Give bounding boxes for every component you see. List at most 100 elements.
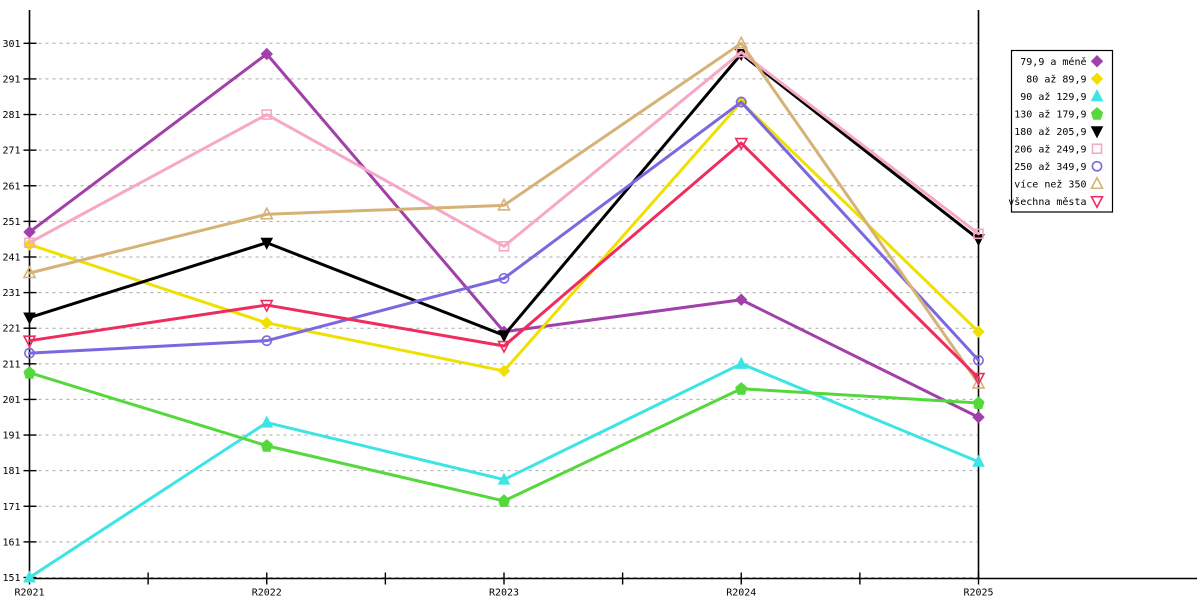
series-130 až 179,9 [23, 366, 985, 507]
series-90 až 129,9 [23, 356, 985, 583]
legend-label: 206 až 249,9 [1014, 143, 1086, 155]
diamond-filled-marker [260, 316, 273, 330]
y-tick-label: 211 [2, 359, 20, 370]
y-tick-label: 151 [2, 573, 20, 584]
triangle-down-open-marker [259, 299, 274, 313]
square-open-marker [261, 109, 273, 120]
pentagon-filled-marker [23, 366, 36, 379]
triangle-up-open-marker [971, 375, 986, 389]
series-line [28, 50, 980, 248]
legend-item: 250 až 349,9 [1014, 160, 1103, 173]
triangle-up-open-marker [22, 265, 37, 279]
legend-label: 80 až 89,9 [1026, 73, 1086, 85]
triangle-down-open-marker [734, 137, 749, 151]
legend-item: všechna města [1008, 195, 1104, 209]
x-tick-label: R2023 [489, 588, 519, 599]
legend-item: 206 až 249,9 [1014, 143, 1103, 155]
legend-item: více než 350 [1014, 176, 1104, 190]
y-tick-label: 271 [2, 146, 20, 157]
x-tick-label: R2025 [963, 588, 993, 599]
triangle-up-open-marker [497, 197, 511, 211]
series-line [28, 41, 980, 385]
series-více než 350 [22, 35, 986, 389]
circle-open-marker [1091, 160, 1103, 172]
series-180 až 205,9 [23, 48, 985, 343]
y-tick-label: 301 [2, 39, 20, 50]
legend-item: 130 až 179,9 [1014, 107, 1104, 120]
series-250 až 349,9 [24, 96, 984, 366]
pentagon-filled-marker [1090, 107, 1104, 120]
diamond-filled-marker [735, 293, 748, 306]
y-tick-label: 251 [2, 217, 20, 228]
square-open-marker [498, 240, 510, 252]
series-line [28, 141, 980, 380]
y-tick-label: 181 [2, 466, 20, 477]
legend-label: 90 až 129,9 [1020, 91, 1086, 103]
x-tick-label: R2024 [726, 588, 756, 599]
axes: 151 161 171 181 191 201 211 221 231 241 251 261 271 2… [2, 10, 1197, 599]
legend-label: více než 350 [1014, 178, 1086, 190]
triangle-down-filled-marker [260, 237, 274, 250]
circle-open-marker [973, 354, 984, 366]
triangle-up-open-marker [259, 206, 274, 220]
legend-label: 79,9 a méně [1020, 56, 1086, 68]
y-tick-label: 291 [2, 74, 20, 85]
y-tick-label: 281 [2, 110, 20, 121]
triangle-up-filled-marker [1090, 89, 1104, 102]
triangle-up-filled-marker [734, 356, 748, 369]
series-všechna města [22, 137, 986, 386]
triangle-down-open-marker [22, 335, 37, 349]
triangle-up-filled-marker [497, 472, 511, 485]
diamond-filled-marker [972, 411, 985, 424]
triangle-up-open-marker [734, 35, 749, 49]
y-tick-label: 171 [2, 502, 20, 513]
pentagon-filled-marker [497, 494, 511, 507]
legend-label: 250 až 349,9 [1014, 161, 1086, 173]
pentagon-filled-marker [260, 439, 273, 452]
triangle-down-open-marker [971, 372, 986, 386]
series-206 až 249,9 [24, 46, 984, 252]
legend-item: 79,9 a méně [1020, 55, 1104, 68]
circle-open-marker [735, 96, 747, 108]
y-tick-label: 221 [2, 324, 20, 335]
legend-item: 180 až 205,9 [1014, 126, 1104, 139]
y-tick-label: 201 [2, 395, 20, 406]
y-tick-label: 191 [2, 431, 20, 442]
legend-item: 80 až 89,9 [1026, 72, 1104, 85]
triangle-up-filled-marker [972, 454, 985, 467]
y-tick-label: 231 [2, 288, 20, 299]
diamond-filled-marker [1090, 55, 1104, 68]
series-line [28, 100, 980, 362]
triangle-down-filled-marker [23, 312, 36, 325]
circle-open-marker [261, 335, 273, 347]
legend-label: 180 až 205,9 [1014, 126, 1086, 138]
triangle-down-filled-marker [497, 330, 511, 343]
square-open-marker [24, 237, 35, 249]
triangle-up-filled-marker [23, 570, 36, 583]
pentagon-filled-marker [972, 396, 985, 409]
triangle-up-open-marker [1090, 176, 1104, 190]
x-tick-label: R2022 [252, 588, 282, 599]
y-tick-label: 241 [2, 252, 20, 263]
legend-item: 90 až 129,9 [1020, 89, 1104, 103]
diamond-filled-marker [972, 325, 985, 338]
triangle-up-filled-marker [260, 415, 274, 428]
triangle-down-filled-marker [1090, 126, 1104, 139]
y-tick-label: 261 [2, 181, 20, 192]
legend-label: všechna města [1008, 196, 1086, 208]
y-tick-label: 161 [2, 537, 20, 548]
diamond-filled-marker [260, 47, 273, 61]
pentagon-filled-marker [735, 382, 748, 395]
triangle-down-open-marker [497, 340, 511, 354]
diamond-filled-marker [497, 364, 511, 378]
diamond-filled-marker [1090, 72, 1104, 85]
circle-open-marker [498, 272, 510, 284]
triangle-down-open-marker [1090, 195, 1104, 209]
legend: 79,9 a méně 80 až 89,9 90 až 129,9 130 až 1… [1008, 49, 1114, 213]
square-open-marker [973, 228, 984, 240]
x-tick-label: R2021 [14, 588, 44, 599]
legend-label: 130 až 179,9 [1014, 108, 1086, 120]
square-open-marker [1091, 143, 1103, 155]
